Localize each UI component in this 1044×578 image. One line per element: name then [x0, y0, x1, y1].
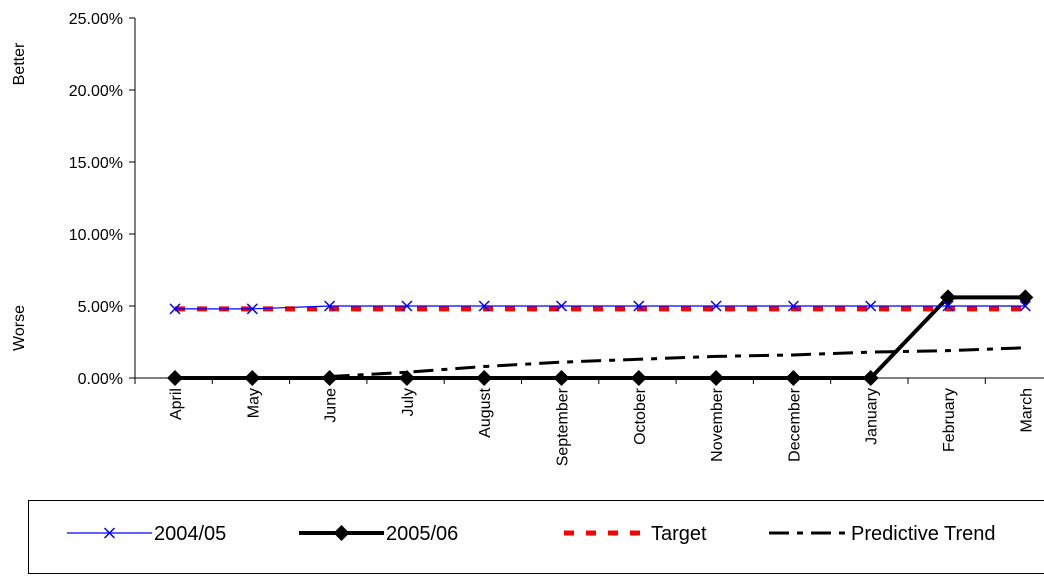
series-line-2004-05 — [175, 305, 1026, 310]
legend-label: Target — [651, 523, 707, 545]
x-tick-label: April — [168, 388, 185, 420]
better-label: Better — [11, 42, 28, 85]
data-point-x-marker — [246, 303, 258, 315]
data-point-x-marker — [401, 300, 413, 312]
x-tick-label: August — [477, 387, 494, 437]
series-line-predictive-trend — [329, 346, 1026, 379]
data-point-diamond-marker — [333, 525, 350, 541]
data-point-x-marker — [633, 300, 645, 312]
data-point-x-marker — [787, 300, 799, 312]
data-point-diamond-marker — [630, 370, 647, 386]
data-point-x-marker — [103, 527, 116, 539]
x-tick-label: October — [632, 387, 649, 445]
y-tick-label: 20.00% — [69, 83, 123, 100]
x-ticks: April May June July August September October No… — [134, 378, 1035, 466]
data-point-diamond-marker — [708, 370, 725, 386]
y-tick-label: 0.00% — [78, 371, 123, 388]
data-point-x-marker — [710, 300, 722, 312]
data-point-diamond-marker — [785, 370, 802, 386]
x-tick-label: November — [709, 387, 726, 461]
legend-label: 2005/06 — [386, 523, 458, 545]
x-tick-label: July — [400, 388, 417, 416]
data-point-x-marker — [942, 300, 954, 312]
data-point-diamond-marker — [167, 370, 183, 386]
data-point-diamond-marker — [476, 370, 493, 386]
y-tick-label: 25.00% — [69, 11, 123, 28]
x-tick-label: January — [864, 388, 881, 445]
y-tick-label: 5.00% — [78, 299, 123, 316]
x-tick-label: February — [941, 388, 958, 452]
data-point-diamond-marker — [244, 370, 261, 386]
legend-label: Predictive Trend — [851, 523, 996, 545]
data-point-diamond-marker — [398, 370, 415, 386]
x-tick-label: March — [1018, 388, 1035, 432]
data-point-x-marker — [865, 300, 877, 312]
data-point-x-marker — [324, 300, 336, 312]
worse-label: Worse — [11, 305, 28, 351]
x-tick-label: September — [555, 387, 572, 466]
data-point-diamond-marker — [553, 370, 570, 386]
data-point-diamond-marker — [321, 370, 338, 386]
data-point-x-marker — [478, 300, 490, 312]
y-tick-label: 10.00% — [69, 227, 123, 244]
x-tick-label: May — [245, 388, 262, 418]
legend: 2004/05 2005/06 Target Predictive Trend — [28, 500, 1044, 574]
data-point-x-marker — [1019, 300, 1031, 312]
legend-label: 2004/05 — [154, 523, 226, 545]
data-point-diamond-marker — [862, 370, 879, 386]
x-tick-label: June — [323, 388, 340, 423]
y-tick-label: 15.00% — [69, 155, 123, 172]
axes — [134, 18, 1044, 379]
data-point-diamond-marker — [1017, 289, 1034, 306]
y-ticks: 0.00% 5.00% 10.00% 15.00% 20.00% 25.00% — [69, 11, 135, 388]
series-lines — [167, 289, 1034, 386]
series-line-2005-06 — [175, 295, 1026, 380]
legend-items: 2004/05 2005/06 Target Predictive Trend — [67, 523, 996, 545]
x-tick-label: December — [786, 387, 803, 461]
data-point-x-marker — [169, 303, 181, 315]
data-point-x-marker — [555, 300, 568, 312]
